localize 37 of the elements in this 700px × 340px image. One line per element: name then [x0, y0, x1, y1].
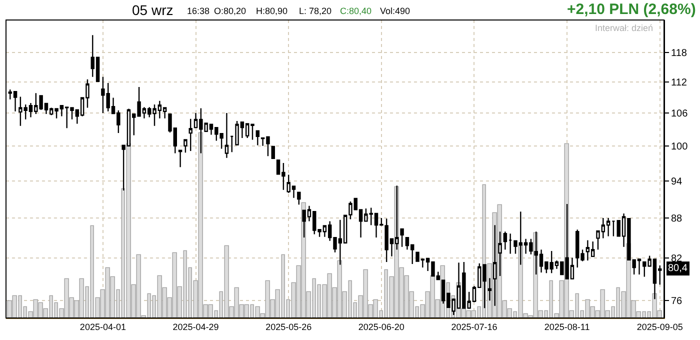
y-tick-label: 82 [671, 253, 683, 264]
annotation: 80,4 [668, 263, 688, 274]
text: Vol:490 [380, 6, 410, 16]
text: C:80,40 [340, 6, 372, 16]
annotation: Interwał: dzień [595, 23, 654, 33]
candlestick [178, 150, 182, 168]
x-tick-label: 2025-09-05 [636, 322, 683, 332]
candlestick [184, 138, 188, 154]
y-tick-label: 76 [671, 296, 683, 308]
candlestick [297, 192, 301, 206]
candlestick [503, 231, 508, 250]
y-tick-label: 94 [671, 176, 683, 188]
x-tick-label: 2025-04-29 [172, 322, 219, 332]
x-tick-label: 2025-04-01 [80, 322, 126, 332]
candlestick [612, 220, 616, 237]
candlestick [271, 146, 275, 160]
chart-subtitle: +2,10 PLN (2,68%) [567, 1, 696, 18]
candlestick [224, 112, 229, 158]
y-tick-label: 100 [671, 141, 688, 152]
text: O:80,20 [214, 6, 246, 16]
chart-title: 05 wrz [132, 2, 174, 18]
x-tick-label: 2025-07-16 [451, 322, 498, 332]
candlestick [230, 135, 234, 153]
y-tick-label: 118 [671, 48, 688, 60]
x-tick-label: 2025-05-26 [266, 322, 312, 332]
candlestick [400, 228, 404, 248]
y-tick-label: 112 [671, 77, 688, 88]
y-tick-label: 88 [671, 213, 683, 224]
y-tick-label: 106 [671, 108, 688, 120]
text: L: 78,20 [299, 6, 332, 16]
candlestick [508, 232, 512, 254]
text: 16:38 [187, 6, 210, 16]
candlestick [188, 118, 192, 152]
x-tick-label: 2025-08-11 [544, 322, 590, 332]
candlestick [256, 130, 260, 146]
x-tick-label: 2025-06-20 [358, 322, 404, 332]
text: H:80,90 [256, 6, 288, 16]
